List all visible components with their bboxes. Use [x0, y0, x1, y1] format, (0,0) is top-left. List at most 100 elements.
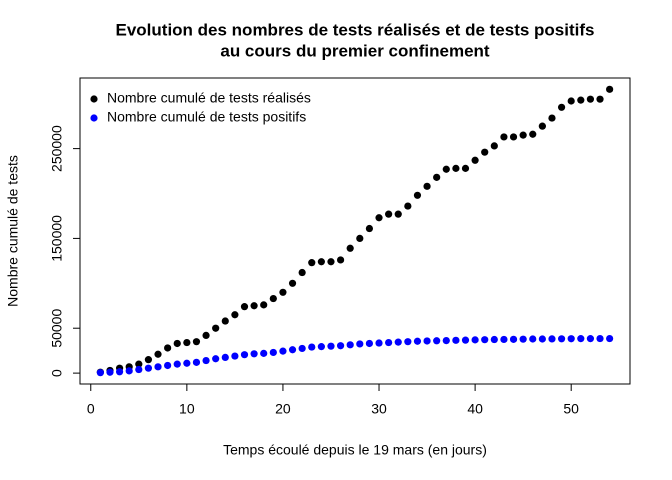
- point: [375, 339, 383, 347]
- point: [365, 339, 374, 348]
- point: [327, 258, 335, 266]
- point: [154, 350, 162, 358]
- point: [346, 341, 354, 349]
- y-tick-label: 150000: [49, 215, 65, 262]
- point: [481, 336, 489, 344]
- point: [442, 165, 450, 173]
- point: [96, 369, 104, 377]
- y-tick-label: 50000: [49, 309, 65, 348]
- point: [404, 202, 412, 210]
- point: [394, 338, 402, 346]
- point: [461, 336, 470, 344]
- point: [212, 324, 220, 332]
- point: [452, 164, 460, 172]
- y-axis-label: Nombre cumulé de tests: [5, 155, 21, 307]
- point: [529, 335, 537, 343]
- point: [183, 359, 191, 367]
- point: [308, 343, 316, 351]
- point: [586, 95, 595, 103]
- x-tick-label: 50: [563, 401, 579, 417]
- point: [192, 358, 201, 366]
- point: [500, 335, 508, 344]
- point: [173, 360, 181, 368]
- point: [308, 259, 316, 267]
- point: [192, 338, 201, 346]
- point: [385, 338, 393, 347]
- point: [346, 244, 354, 252]
- legend-label: Nombre cumulé de tests réalisés: [107, 90, 311, 106]
- point: [529, 130, 537, 138]
- point: [471, 156, 479, 164]
- point: [250, 302, 258, 310]
- plot-box: [79, 77, 631, 385]
- point: [288, 279, 297, 287]
- point: [250, 350, 258, 358]
- point: [365, 224, 374, 233]
- point: [481, 148, 489, 156]
- point: [164, 361, 172, 370]
- point: [375, 214, 383, 222]
- point: [596, 334, 604, 343]
- y-tick-label: 0: [49, 369, 65, 377]
- point: [212, 355, 220, 363]
- x-tick-label: 10: [179, 401, 195, 417]
- point: [509, 133, 518, 141]
- x-tick-label: 30: [371, 401, 387, 417]
- point: [164, 344, 172, 352]
- chart-title: Evolution des nombres de tests réalisés …: [116, 20, 595, 39]
- point: [240, 351, 249, 359]
- point: [509, 335, 518, 343]
- point: [317, 258, 325, 266]
- point: [519, 335, 527, 343]
- point: [279, 347, 287, 355]
- point: [394, 210, 402, 218]
- point: [606, 334, 614, 343]
- point: [115, 368, 124, 376]
- point: [336, 256, 345, 264]
- point: [433, 173, 441, 181]
- point: [106, 368, 114, 376]
- point: [471, 336, 479, 344]
- point: [298, 268, 306, 277]
- x-tick-label: 0: [87, 401, 95, 417]
- point: [557, 103, 566, 111]
- point: [154, 363, 162, 371]
- point: [596, 95, 604, 103]
- point: [538, 335, 546, 343]
- point: [327, 342, 335, 350]
- point: [413, 337, 422, 345]
- x-tick-label: 20: [275, 401, 291, 417]
- x-tick-label: 40: [467, 401, 483, 417]
- point: [298, 344, 306, 353]
- y-tick-label: 250000: [49, 125, 65, 172]
- point: [183, 338, 191, 347]
- point: [461, 164, 470, 172]
- point: [279, 288, 287, 296]
- point: [385, 210, 393, 218]
- point: [144, 356, 153, 364]
- point: [423, 337, 431, 345]
- point: [231, 311, 239, 319]
- point: [135, 360, 143, 368]
- point: [288, 346, 297, 354]
- point: [606, 85, 614, 93]
- chart-title: au cours du premier confinement: [220, 41, 490, 60]
- point: [240, 303, 249, 311]
- point: [586, 335, 595, 343]
- point: [356, 340, 364, 348]
- point: [144, 364, 153, 372]
- point: [567, 335, 575, 343]
- point: [433, 337, 441, 345]
- point: [356, 234, 364, 243]
- point: [557, 335, 566, 343]
- x-axis-label: Temps écoulé depuis le 19 mars (en jours…: [223, 442, 487, 458]
- legend-marker: [90, 114, 98, 122]
- point: [404, 338, 412, 346]
- point: [567, 97, 575, 105]
- point: [423, 182, 431, 190]
- point: [269, 348, 277, 357]
- point: [413, 191, 422, 199]
- point: [577, 335, 585, 343]
- point: [125, 367, 133, 375]
- point: [548, 335, 556, 343]
